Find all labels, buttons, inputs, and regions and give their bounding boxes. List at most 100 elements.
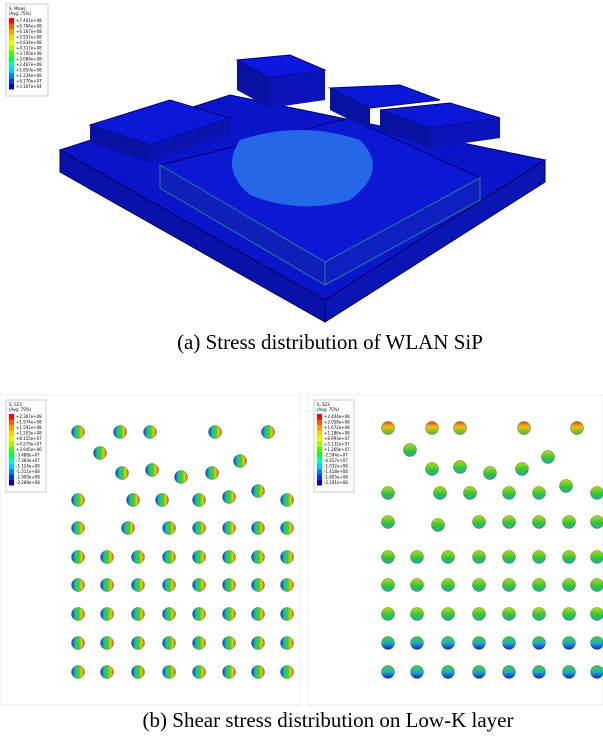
legend-label: +1.234e+08	[16, 73, 42, 78]
solder-ball	[252, 485, 265, 498]
solder-ball	[503, 579, 516, 592]
solder-ball	[72, 522, 85, 535]
legend-swatch	[9, 73, 14, 79]
solder-ball	[563, 666, 576, 679]
solder-ball	[163, 637, 176, 650]
solder-ball	[252, 579, 265, 592]
legend-swatch	[9, 414, 14, 420]
solder-ball	[533, 637, 546, 650]
solder-ball	[503, 487, 516, 500]
legend-label: +1.974e+08	[16, 420, 42, 425]
legend-swatch	[9, 68, 14, 74]
legend-swatch	[317, 420, 322, 426]
legend: S, Mises(Avg: 75%)+7.401e+08+6.784e+08+6…	[6, 4, 48, 96]
solder-ball	[132, 608, 145, 621]
solder-ball	[518, 422, 531, 435]
legend-swatch	[317, 453, 322, 459]
legend-swatch	[9, 35, 14, 41]
solder-ball	[72, 494, 85, 507]
legend-label: +7.401e+08	[16, 18, 42, 23]
solder-ball	[404, 444, 417, 457]
legend-swatch	[9, 447, 14, 453]
caption: (a) Stress distribution of WLAN SiP	[177, 330, 483, 354]
legend-swatch	[9, 46, 14, 52]
solder-ball	[442, 637, 455, 650]
solder-ball	[262, 426, 275, 439]
solder-ball	[571, 422, 584, 435]
solder-ball	[281, 637, 294, 650]
solder-ball	[252, 637, 265, 650]
solder-ball	[72, 666, 85, 679]
solder-ball	[72, 426, 85, 439]
legend-label: +4.934e+08	[16, 40, 42, 45]
solder-ball	[101, 608, 114, 621]
solder-ball	[101, 637, 114, 650]
figure: S, Mises(Avg: 75%)+7.401e+08+6.784e+08+6…	[0, 0, 603, 740]
solder-ball	[193, 579, 206, 592]
legend-subtitle: (Avg: 75%)	[317, 407, 339, 412]
legend-label: +5.551e+08	[16, 35, 42, 40]
legend-swatch	[9, 18, 14, 24]
solder-ball	[146, 464, 159, 477]
solder-ball	[591, 608, 603, 621]
solder-ball	[114, 426, 127, 439]
legend-label: +2.467e+08	[16, 62, 42, 67]
legend: S, S13(Avg: 75%)+2.367e+08+1.974e+08+1.5…	[6, 400, 46, 492]
solder-ball	[175, 471, 188, 484]
legend-label: +2.367e+08	[16, 414, 42, 419]
legend-swatch	[9, 24, 14, 30]
legend-swatch	[9, 57, 14, 63]
solder-ball	[442, 666, 455, 679]
solder-ball	[411, 637, 424, 650]
solder-ball	[122, 522, 135, 535]
solder-ball	[382, 551, 395, 564]
solder-ball	[223, 579, 236, 592]
solder-ball	[127, 494, 140, 507]
solder-ball	[223, 666, 236, 679]
solder-ball	[101, 579, 114, 592]
legend-label: +6.170e+07	[16, 79, 42, 84]
solder-ball	[382, 608, 395, 621]
solder-ball	[591, 516, 603, 529]
solder-ball	[473, 551, 486, 564]
legend-swatch	[9, 480, 14, 486]
solder-ball	[473, 637, 486, 650]
solder-ball	[252, 551, 265, 564]
solder-ball	[411, 579, 424, 592]
legend-label: -3.488e+07	[16, 453, 40, 458]
solder-ball	[591, 666, 603, 679]
legend-label: -6.457e+07	[324, 458, 348, 463]
legend-swatch	[9, 458, 14, 464]
legend-swatch	[317, 469, 322, 475]
solder-ball	[432, 519, 445, 532]
legend-swatch	[317, 458, 322, 464]
solder-ball	[382, 637, 395, 650]
legend-label: -1.805e+08	[324, 475, 348, 480]
legend-swatch	[9, 431, 14, 437]
solder-ball	[533, 608, 546, 621]
solder-ball	[503, 608, 516, 621]
legend-swatch	[317, 475, 322, 481]
solder-ball	[101, 666, 114, 679]
solder-ball	[223, 608, 236, 621]
legend-swatch	[317, 436, 322, 442]
legend-swatch	[317, 425, 322, 431]
legend-label: +3.700e+08	[16, 51, 42, 56]
solder-ball	[533, 516, 546, 529]
solder-ball	[281, 666, 294, 679]
solder-ball	[533, 579, 546, 592]
legend-swatch	[317, 414, 322, 420]
solder-ball	[591, 551, 603, 564]
legend-label: +3.084e+08	[16, 57, 42, 62]
legend-swatch	[317, 447, 322, 453]
solder-ball	[382, 487, 395, 500]
legend-label: -1.511e+08	[16, 469, 40, 474]
legend-subtitle: (Avg: 75%)	[9, 407, 31, 412]
solder-ball	[442, 579, 455, 592]
solder-ball	[533, 487, 546, 500]
solder-ball	[473, 666, 486, 679]
legend-label: +6.784e+08	[16, 24, 42, 29]
legend-subtitle: (Avg: 75%)	[9, 11, 31, 16]
solder-ball	[72, 608, 85, 621]
legend-label: +4.317e+08	[16, 46, 42, 51]
